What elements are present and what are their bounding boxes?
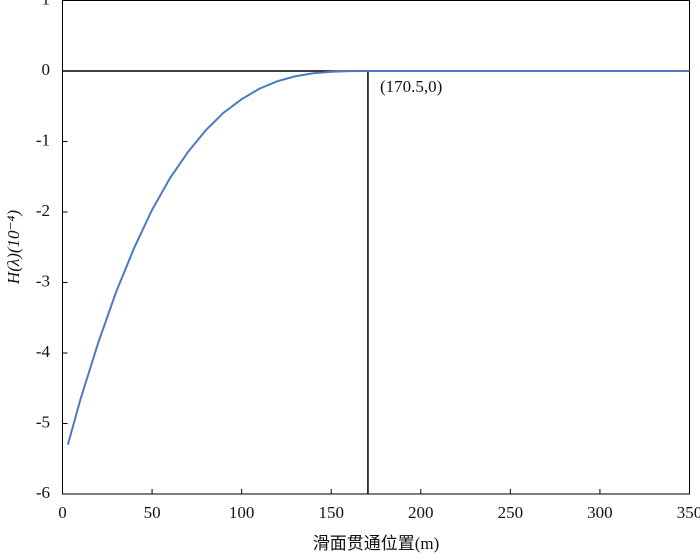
x-tick-label: 150 [318,503,344,522]
y-tick-label: 1 [42,0,51,8]
annotation: (170.5,0) [380,77,442,96]
y-tick-label: 0 [42,60,51,79]
y-axis-title: H(λ)(10⁻⁴) [4,210,23,286]
x-tick-label: 100 [229,503,255,522]
y-tick-label: -2 [36,201,50,220]
x-tick-label: 0 [58,503,67,522]
x-tick-label: 250 [498,503,524,522]
x-tick-label: 50 [144,503,161,522]
y-tick-label: -1 [36,130,50,149]
x-tick-label: 200 [408,503,434,522]
y-tick-label: -4 [36,342,51,361]
x-tick-label: 350 [677,503,700,522]
x-tick-label: 300 [587,503,613,522]
y-tick-label: -5 [36,412,50,431]
plot-frame [62,0,690,495]
data-line [66,70,690,445]
y-tick-label: -3 [36,271,50,290]
y-tick-label: -6 [36,483,50,502]
x-axis-title: 滑面贯通位置(m) [313,534,440,553]
